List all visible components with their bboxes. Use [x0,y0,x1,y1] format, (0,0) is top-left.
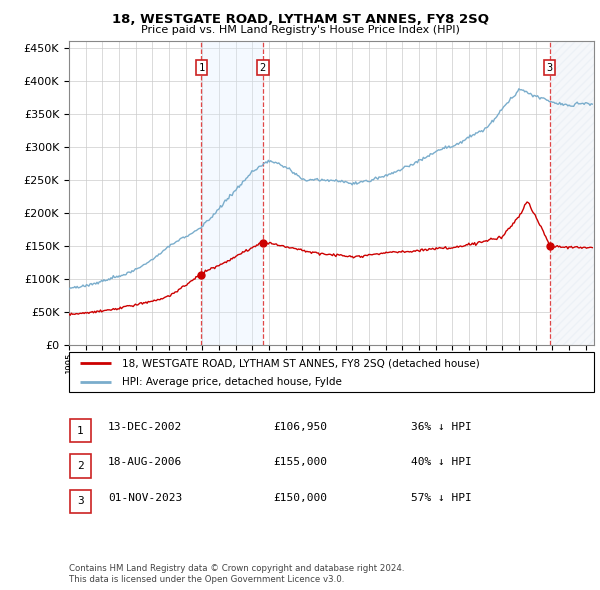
Text: This data is licensed under the Open Government Licence v3.0.: This data is licensed under the Open Gov… [69,575,344,584]
Text: 3: 3 [77,496,84,506]
Text: 2: 2 [260,63,266,73]
Bar [550,41,594,345]
FancyBboxPatch shape [70,490,91,513]
Text: £150,000: £150,000 [273,493,327,503]
Text: 40% ↓ HPI: 40% ↓ HPI [411,457,472,467]
Text: Price paid vs. HM Land Registry's House Price Index (HPI): Price paid vs. HM Land Registry's House … [140,25,460,35]
Text: 18, WESTGATE ROAD, LYTHAM ST ANNES, FY8 2SQ (detached house): 18, WESTGATE ROAD, LYTHAM ST ANNES, FY8 … [121,359,479,369]
Text: HPI: Average price, detached house, Fylde: HPI: Average price, detached house, Fyld… [121,377,341,387]
Text: 01-NOV-2023: 01-NOV-2023 [108,493,182,503]
Text: 18-AUG-2006: 18-AUG-2006 [108,457,182,467]
Text: 2: 2 [77,461,84,471]
Text: £155,000: £155,000 [273,457,327,467]
Text: £106,950: £106,950 [273,422,327,432]
FancyBboxPatch shape [70,454,91,478]
FancyBboxPatch shape [69,352,594,392]
Bar [202,41,263,345]
Bar [550,41,594,345]
Text: 36% ↓ HPI: 36% ↓ HPI [411,422,472,432]
Text: 1: 1 [77,425,84,435]
Text: 3: 3 [547,63,553,73]
Text: 13-DEC-2002: 13-DEC-2002 [108,422,182,432]
Text: Contains HM Land Registry data © Crown copyright and database right 2024.: Contains HM Land Registry data © Crown c… [69,565,404,573]
Text: 57% ↓ HPI: 57% ↓ HPI [411,493,472,503]
Text: 1: 1 [199,63,205,73]
FancyBboxPatch shape [70,419,91,442]
Text: 18, WESTGATE ROAD, LYTHAM ST ANNES, FY8 2SQ: 18, WESTGATE ROAD, LYTHAM ST ANNES, FY8 … [112,13,488,26]
